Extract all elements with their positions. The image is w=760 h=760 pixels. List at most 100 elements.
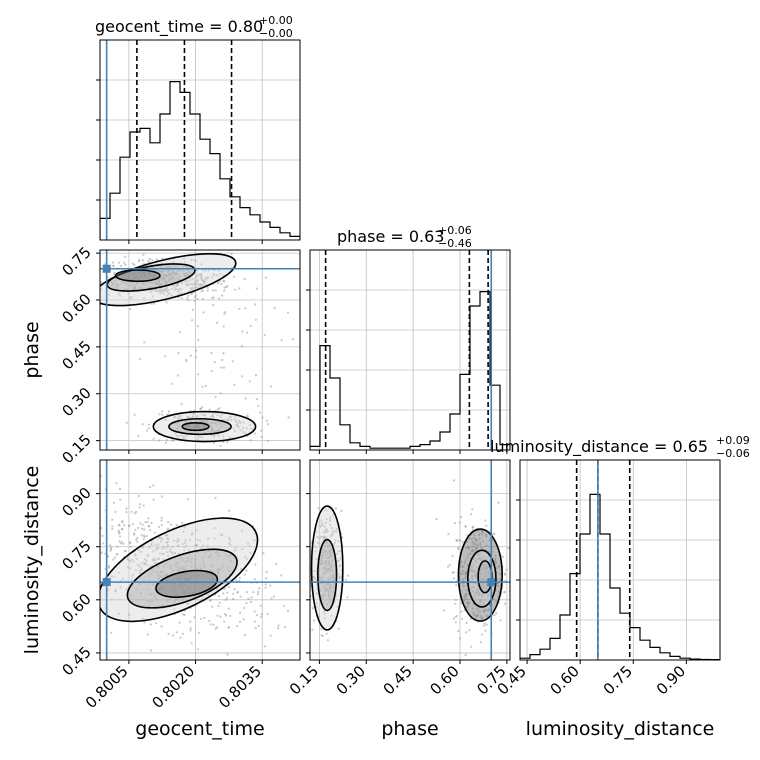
scatter-point [219, 568, 222, 571]
scatter-point [322, 551, 325, 554]
scatter-point [253, 539, 256, 542]
scatter-point [188, 539, 191, 542]
scatter-point [471, 570, 474, 573]
scatter-point [323, 525, 326, 528]
scatter-point [125, 588, 128, 591]
scatter-point [188, 280, 191, 283]
scatter-point [207, 537, 210, 540]
scatter-point [190, 558, 193, 561]
scatter-point [116, 545, 119, 548]
scatter-point [128, 541, 131, 545]
scatter-point [324, 566, 327, 569]
scatter-point [170, 523, 173, 526]
scatter-point [180, 556, 183, 560]
scatter-point [254, 627, 257, 630]
scatter-point [162, 270, 165, 273]
scatter-point [153, 595, 156, 598]
scatter-point [277, 624, 280, 627]
scatter-point [217, 280, 220, 284]
scatter-point [229, 416, 232, 419]
scatter-point [327, 560, 330, 563]
scatter-point [148, 600, 151, 604]
scatter-point [472, 550, 475, 553]
scatter-point [240, 529, 244, 532]
scatter-point [163, 565, 166, 568]
scatter-point [96, 532, 98, 534]
scatter-point [207, 586, 211, 589]
scatter-point [326, 582, 329, 586]
scatter-point [316, 535, 319, 539]
scatter-point [169, 276, 173, 279]
scatter-point [149, 285, 152, 289]
scatter-point [346, 596, 349, 599]
scatter-point [141, 546, 144, 550]
tick-label-x-phase: 0.60 [426, 662, 462, 698]
scatter-point [183, 568, 186, 571]
scatter-point [150, 291, 153, 294]
scatter-point [165, 289, 168, 292]
scatter-point [483, 610, 486, 613]
scatter-point [118, 535, 122, 538]
scatter-point [332, 563, 336, 566]
titles-layer: geocent_time = 0.80 +0.00 −0.00 phase = … [95, 14, 750, 460]
scatter-point [151, 568, 154, 571]
scatter-point [210, 429, 213, 432]
scatter-point [195, 529, 199, 532]
scatter-point [112, 558, 115, 561]
hist-step-phase [310, 291, 510, 450]
scatter-point [55, 540, 57, 542]
scatter-point [178, 269, 182, 272]
scatter-point [138, 565, 141, 568]
scatter-point [269, 634, 272, 637]
scatter-point [123, 524, 126, 527]
scatter-point [171, 552, 174, 556]
scatter-point [189, 620, 192, 623]
scatter-point [504, 602, 507, 605]
scatter-point [155, 273, 158, 276]
scatter-point [209, 598, 212, 602]
scatter-point [160, 524, 163, 527]
scatter-point [168, 275, 171, 278]
scatter-point [227, 586, 231, 589]
scatter-point [47, 260, 49, 262]
scatter-point [227, 419, 230, 422]
scatter-point [131, 262, 134, 265]
scatter-point [85, 508, 87, 510]
scatter-point [195, 273, 198, 277]
scatter-point [151, 281, 154, 284]
scatter-point [273, 306, 276, 309]
scatter-point [149, 486, 152, 489]
scatter-point [109, 549, 112, 552]
scatter-point [202, 563, 205, 566]
scatter-point [512, 596, 514, 598]
scatter-point [478, 537, 481, 540]
scatter-point [196, 282, 199, 285]
scatter-point [257, 404, 260, 408]
scatter-point [134, 553, 137, 556]
scatter-point [150, 572, 153, 576]
scatter-point [75, 573, 77, 575]
scatter-point [466, 589, 469, 592]
scatter-point [339, 575, 343, 579]
scatter-point [112, 282, 115, 285]
scatter-point [214, 627, 217, 630]
scatter-point [507, 547, 510, 550]
scatter-point [236, 624, 239, 628]
scatter-point [318, 536, 321, 540]
scatter-point [173, 285, 176, 288]
scatter-point [223, 613, 227, 616]
scatter-point [269, 584, 272, 587]
scatter-point [207, 549, 210, 552]
scatter-point [166, 294, 169, 297]
tick-label-y-luminosity-distance: 0.75 [58, 537, 94, 573]
scatter-point [165, 438, 168, 442]
scatter-point [126, 557, 129, 560]
scatter-point [323, 568, 326, 572]
tick-label-x-geocent-time: 0.8020 [149, 662, 199, 712]
scatter-point [319, 589, 322, 592]
scatter-point [462, 599, 465, 602]
scatter-point [199, 567, 202, 570]
scatter-point [482, 603, 485, 606]
scatter-point [202, 279, 205, 282]
scatter-point [136, 277, 139, 280]
